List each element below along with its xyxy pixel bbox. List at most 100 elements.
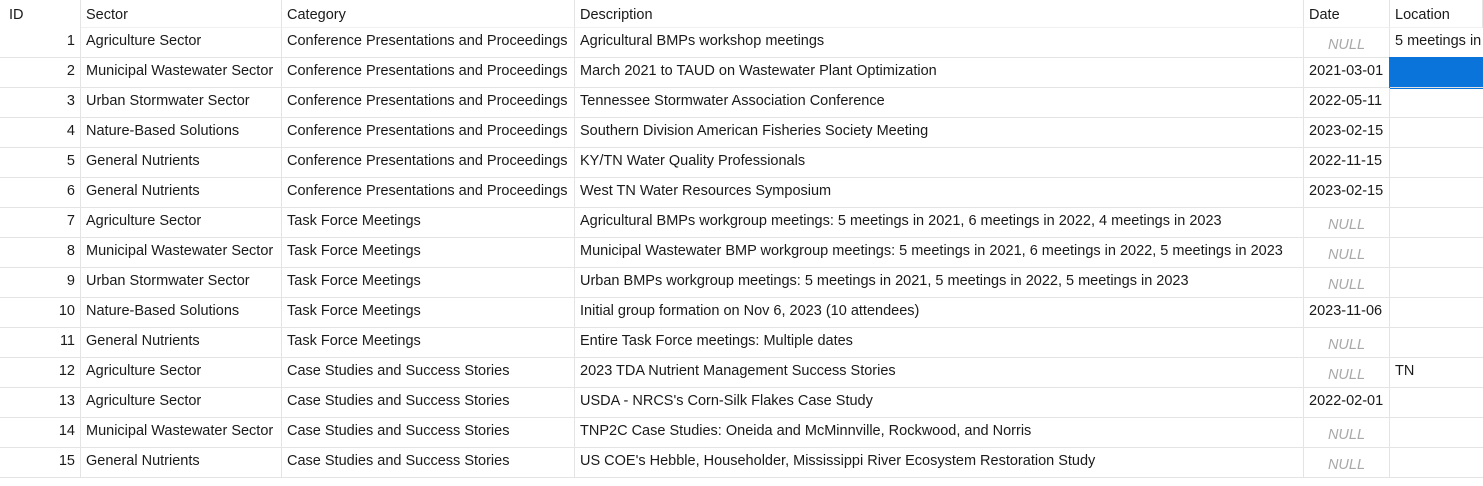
table-row[interactable]: 1 Agriculture Sector Conference Presentati… (0, 28, 1483, 58)
column-header-date[interactable]: Date (1304, 0, 1390, 28)
cell-date[interactable]: NULL (1304, 208, 1390, 238)
cell-date[interactable]: NULL (1304, 268, 1390, 298)
cell-location[interactable] (1390, 238, 1483, 268)
cell-date[interactable]: 2023-02-15 (1304, 178, 1390, 208)
cell-location[interactable]: TN (1390, 358, 1483, 388)
cell-sector[interactable]: Nature-Based Solutions (81, 298, 282, 328)
cell-description[interactable]: Tennessee Stormwater Association Confere… (575, 88, 1304, 118)
cell-location[interactable]: 5 meetings in (1390, 28, 1483, 58)
cell-id[interactable]: 3 (0, 88, 81, 118)
table-row[interactable]: 9 Urban Stormwater Sector Task Force Meeti… (0, 268, 1483, 298)
cell-date[interactable]: 2023-02-15 (1304, 118, 1390, 148)
cell-id[interactable]: 9 (0, 268, 81, 298)
cell-id[interactable]: 8 (0, 238, 81, 268)
cell-location[interactable] (1390, 268, 1483, 298)
cell-id[interactable]: 11 (0, 328, 81, 358)
cell-category[interactable]: Case Studies and Success Stories (282, 358, 575, 388)
cell-sector[interactable]: Municipal Wastewater Sector (81, 418, 282, 448)
cell-date[interactable]: 2021-03-01 (1304, 58, 1390, 88)
cell-description[interactable]: USDA - NRCS's Corn-Silk Flakes Case Stud… (575, 388, 1304, 418)
cell-category[interactable]: Task Force Meetings (282, 208, 575, 238)
table-row[interactable]: 7 Agriculture Sector Task Force Meetings Ag… (0, 208, 1483, 238)
cell-sector[interactable]: Agriculture Sector (81, 28, 282, 58)
cell-sector[interactable]: General Nutrients (81, 178, 282, 208)
column-header-description[interactable]: Description (575, 0, 1304, 28)
cell-description[interactable]: US COE's Hebble, Householder, Mississipp… (575, 448, 1304, 478)
cell-category[interactable]: Task Force Meetings (282, 268, 575, 298)
cell-category[interactable]: Conference Presentations and Proceedings (282, 88, 575, 118)
table-row[interactable]: 5 General Nutrients Conference Presentatio… (0, 148, 1483, 178)
cell-date[interactable]: NULL (1304, 28, 1390, 58)
table-row[interactable]: 13 Agriculture Sector Case Studies and Suc… (0, 388, 1483, 418)
table-row[interactable]: 10 Nature-Based Solutions Task Force Meeti… (0, 298, 1483, 328)
cell-id[interactable]: 5 (0, 148, 81, 178)
cell-id[interactable]: 12 (0, 358, 81, 388)
column-header-category[interactable]: Category (282, 0, 575, 28)
cell-sector[interactable]: Agriculture Sector (81, 388, 282, 418)
cell-id[interactable]: 4 (0, 118, 81, 148)
table-row[interactable]: 4 Nature-Based Solutions Conference Presen… (0, 118, 1483, 148)
cell-location[interactable] (1390, 328, 1483, 358)
selected-cell[interactable] (1389, 57, 1483, 89)
cell-description[interactable]: Agricultural BMPs workshop meetings (575, 28, 1304, 58)
table-row[interactable]: 3 Urban Stormwater Sector Conference Prese… (0, 88, 1483, 118)
cell-sector[interactable]: Municipal Wastewater Sector (81, 58, 282, 88)
cell-id[interactable]: 1 (0, 28, 81, 58)
cell-category[interactable]: Case Studies and Success Stories (282, 448, 575, 478)
cell-sector[interactable]: Urban Stormwater Sector (81, 268, 282, 298)
cell-sector[interactable]: General Nutrients (81, 148, 282, 178)
cell-description[interactable]: Agricultural BMPs workgroup meetings: 5 … (575, 208, 1304, 238)
cell-category[interactable]: Conference Presentations and Proceedings (282, 178, 575, 208)
cell-category[interactable]: Task Force Meetings (282, 238, 575, 268)
cell-location[interactable] (1390, 298, 1483, 328)
cell-sector[interactable]: Municipal Wastewater Sector (81, 238, 282, 268)
column-header-sector[interactable]: Sector (81, 0, 282, 28)
cell-description[interactable]: Municipal Wastewater BMP workgroup meeti… (575, 238, 1304, 268)
cell-date[interactable]: NULL (1304, 358, 1390, 388)
cell-id[interactable]: 6 (0, 178, 81, 208)
table-row[interactable]: 8 Municipal Wastewater Sector Task Force M… (0, 238, 1483, 268)
cell-category[interactable]: Task Force Meetings (282, 328, 575, 358)
cell-sector[interactable]: General Nutrients (81, 328, 282, 358)
cell-location[interactable] (1390, 148, 1483, 178)
cell-location[interactable] (1390, 418, 1483, 448)
cell-date[interactable]: 2022-02-01 (1304, 388, 1390, 418)
cell-date[interactable]: 2022-05-11 (1304, 88, 1390, 118)
cell-id[interactable]: 14 (0, 418, 81, 448)
cell-date[interactable]: NULL (1304, 238, 1390, 268)
cell-id[interactable]: 10 (0, 298, 81, 328)
cell-category[interactable]: Conference Presentations and Proceedings (282, 118, 575, 148)
cell-location[interactable] (1390, 388, 1483, 418)
cell-sector[interactable]: Nature-Based Solutions (81, 118, 282, 148)
cell-category[interactable]: Conference Presentations and Proceedings (282, 58, 575, 88)
cell-description[interactable]: Urban BMPs workgroup meetings: 5 meeting… (575, 268, 1304, 298)
column-header-id[interactable]: ID (0, 0, 81, 28)
cell-category[interactable]: Case Studies and Success Stories (282, 388, 575, 418)
table-row[interactable]: 15 General Nutrients Case Studies and Succ… (0, 448, 1483, 478)
cell-category[interactable]: Conference Presentations and Proceedings (282, 28, 575, 58)
cell-location[interactable] (1390, 88, 1483, 118)
cell-category[interactable]: Task Force Meetings (282, 298, 575, 328)
cell-description[interactable]: March 2021 to TAUD on Wastewater Plant O… (575, 58, 1304, 88)
cell-sector[interactable]: Agriculture Sector (81, 208, 282, 238)
cell-id[interactable]: 2 (0, 58, 81, 88)
cell-description[interactable]: 2023 TDA Nutrient Management Success Sto… (575, 358, 1304, 388)
cell-location[interactable] (1390, 118, 1483, 148)
cell-date[interactable]: NULL (1304, 448, 1390, 478)
cell-id[interactable]: 13 (0, 388, 81, 418)
cell-date[interactable]: NULL (1304, 328, 1390, 358)
cell-description[interactable]: Initial group formation on Nov 6, 2023 (… (575, 298, 1304, 328)
column-header-location[interactable]: Location (1390, 0, 1483, 28)
cell-date[interactable]: 2023-11-06 (1304, 298, 1390, 328)
cell-category[interactable]: Conference Presentations and Proceedings (282, 148, 575, 178)
cell-sector[interactable]: Urban Stormwater Sector (81, 88, 282, 118)
table-row[interactable]: 2 Municipal Wastewater Sector Conference P… (0, 57, 1483, 89)
table-row[interactable]: 6 General Nutrients Conference Presentatio… (0, 178, 1483, 208)
cell-sector[interactable]: Agriculture Sector (81, 358, 282, 388)
cell-date[interactable]: NULL (1304, 418, 1390, 448)
cell-date[interactable]: 2022-11-15 (1304, 148, 1390, 178)
cell-description[interactable]: TNP2C Case Studies: Oneida and McMinnvil… (575, 418, 1304, 448)
cell-description[interactable]: Southern Division American Fisheries Soc… (575, 118, 1304, 148)
cell-description[interactable]: KY/TN Water Quality Professionals (575, 148, 1304, 178)
table-row[interactable]: 11 General Nutrients Task Force Meetings En… (0, 328, 1483, 358)
